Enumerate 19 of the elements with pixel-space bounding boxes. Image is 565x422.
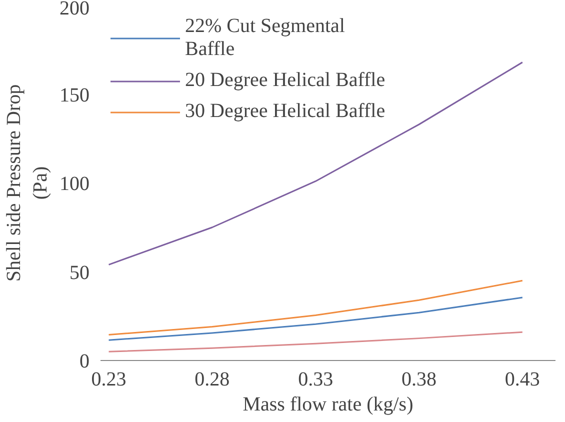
line-series [108, 280, 524, 336]
y-tick-label: 0 [80, 350, 90, 372]
y-tick-label: 150 [60, 84, 90, 106]
x-tick-label: 0.43 [504, 368, 540, 390]
x-tick-label: 0.23 [91, 368, 126, 390]
x-tick-label: 0.38 [402, 368, 436, 390]
line-series [108, 62, 524, 266]
x-tick-label: 0.33 [298, 368, 334, 390]
y-tick-label: 100 [60, 173, 90, 195]
legend-label: 20 Degree Helical Baffle [185, 69, 386, 92]
y-axis-title: Shell side Pressure Drop (Pa) [3, 84, 52, 282]
legend-label: 22% Cut Segmental Baffle [185, 15, 345, 61]
y-tick-label: 50 [70, 262, 90, 284]
line-series [108, 296, 524, 341]
y-tick-label: 200 [60, 0, 90, 20]
line-series [108, 331, 524, 352]
x-axis-title: Mass flow rate (kg/s) [242, 394, 414, 416]
x-tick-label: 0.28 [194, 368, 230, 390]
legend-label: 30 Degree Helical Baffle [185, 100, 386, 123]
